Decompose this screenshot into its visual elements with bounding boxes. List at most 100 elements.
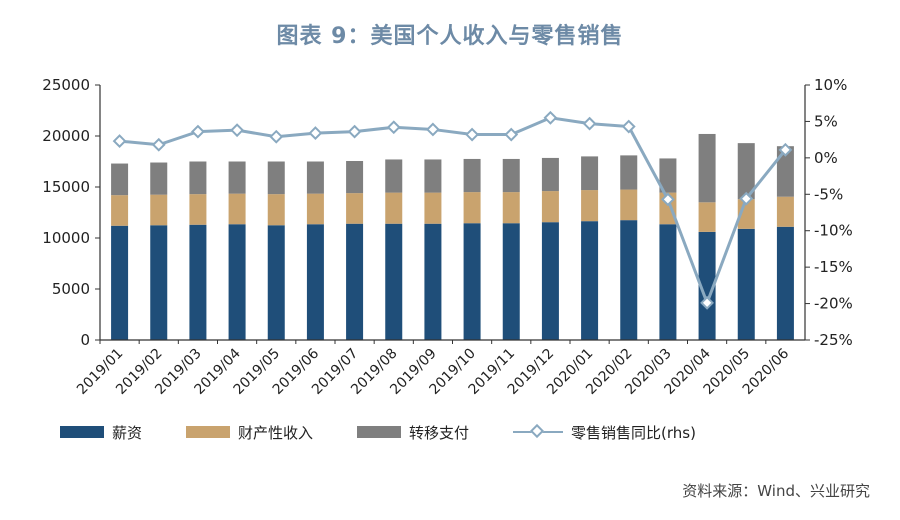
bar-segment <box>502 192 520 224</box>
legend-item-retail: 零售销售同比(rhs) <box>513 422 696 443</box>
bar-segment <box>698 202 716 232</box>
bar-segment <box>346 160 364 194</box>
y-tick-label-right: 5% <box>814 112 838 130</box>
bar-segment <box>698 231 716 340</box>
y-tick-label-right: 0% <box>814 149 838 167</box>
retail-sales-point <box>191 124 205 139</box>
bar-segment <box>111 225 129 340</box>
bar-segment <box>463 223 481 340</box>
bar-segment <box>737 228 755 340</box>
retail-sales-point <box>230 123 244 138</box>
bar-segment <box>620 189 638 221</box>
bar-segment <box>659 158 677 193</box>
retail-sales-point <box>347 124 362 139</box>
retail-sales-point <box>621 119 636 134</box>
y-tick-label-right: -20% <box>814 295 853 313</box>
bar-segment <box>776 196 794 227</box>
y-tick-label-right: -10% <box>814 222 853 240</box>
legend-swatch-transfer <box>357 426 402 438</box>
bar-segment <box>111 163 129 196</box>
retail-sales-line <box>119 116 787 308</box>
y-tick-label-right: 10% <box>814 76 847 94</box>
bar-segment <box>385 192 403 224</box>
y-tick-label-right: -5% <box>814 185 843 203</box>
bar-segment <box>581 190 599 222</box>
bar-segment <box>541 222 559 340</box>
bar-segment <box>502 158 520 193</box>
bar-segment <box>659 224 677 340</box>
bar-segment <box>150 225 168 340</box>
retail-sales-point <box>739 191 754 206</box>
bar-segment <box>541 191 559 223</box>
bar-segment <box>424 159 442 193</box>
legend-swatch-retail <box>513 425 564 439</box>
bar-segment <box>776 226 794 340</box>
retail-sales-point <box>151 137 166 152</box>
legend-label-retail: 零售销售同比(rhs) <box>571 423 696 442</box>
bar-segment <box>228 161 246 194</box>
retail-sales-point <box>112 134 127 149</box>
retail-sales-point <box>465 127 479 142</box>
legend-item-property: 财产性收入 <box>186 422 313 443</box>
bar-segment <box>346 223 364 340</box>
bar-segment <box>346 193 364 224</box>
bar-segment <box>424 192 442 224</box>
y-tick-label-left: 25000 <box>42 76 90 94</box>
bar-segment <box>150 194 168 226</box>
retail-sales-point <box>661 192 675 207</box>
bar-segment <box>385 159 403 193</box>
bar-segment <box>463 158 481 193</box>
retail-sales-point <box>504 127 519 142</box>
bar-segment <box>737 143 755 200</box>
bar-segment <box>267 161 285 195</box>
bar-segment <box>698 133 716 203</box>
bar-segment <box>620 155 638 190</box>
legend-label-transfer: 转移支付 <box>409 423 470 442</box>
y-tick-label-right: -25% <box>814 331 853 349</box>
legend-swatch-property <box>186 426 231 438</box>
bar-segment <box>306 193 324 225</box>
bar-segment <box>267 225 285 340</box>
bar-segment <box>267 194 285 226</box>
bar-segment <box>541 157 559 192</box>
bar-segment <box>463 192 481 224</box>
bar-segment <box>581 156 599 191</box>
retail-sales-point <box>700 295 714 310</box>
bar-segment <box>189 194 207 225</box>
source-note: 资料来源：Wind、兴业研究 <box>682 482 870 500</box>
legend-swatch-wages <box>60 426 104 438</box>
bar-segment <box>581 221 599 340</box>
bar-segment <box>385 223 403 340</box>
retail-sales-point <box>778 142 793 157</box>
bar-segment <box>111 195 129 226</box>
legend-item-wages: 薪资 <box>60 422 142 443</box>
y-tick-label-right: -15% <box>814 258 853 276</box>
bar-segment <box>189 224 207 340</box>
legend-item-transfer: 转移支付 <box>357 422 469 443</box>
y-tick-label-left: 10000 <box>42 229 90 247</box>
y-tick-label-left: 15000 <box>42 178 90 196</box>
retail-sales-point <box>543 110 558 125</box>
bar-segment <box>189 161 207 195</box>
legend-label-wages: 薪资 <box>112 423 143 442</box>
bar-segment <box>228 193 246 225</box>
retail-sales-point <box>582 116 597 131</box>
bar-segment <box>502 223 520 340</box>
bar-segment <box>620 220 638 340</box>
bar-segment <box>306 161 324 194</box>
retail-sales-point <box>426 122 440 137</box>
bar-segment <box>150 162 168 195</box>
y-tick-label-left: 0 <box>80 331 90 349</box>
y-tick-label-left: 20000 <box>42 127 90 145</box>
bar-segment <box>424 223 442 340</box>
y-tick-label-left: 5000 <box>52 280 90 298</box>
bar-segment <box>228 224 246 340</box>
bar-segment <box>306 224 324 340</box>
legend-label-property: 财产性收入 <box>238 423 314 442</box>
bar-segment <box>776 146 794 197</box>
retail-sales-point <box>308 126 323 140</box>
legend: 薪资 财产性收入 转移支付 零售销售同比(rhs) <box>60 418 840 446</box>
retail-sales-point <box>386 120 401 135</box>
retail-sales-point <box>269 129 284 144</box>
